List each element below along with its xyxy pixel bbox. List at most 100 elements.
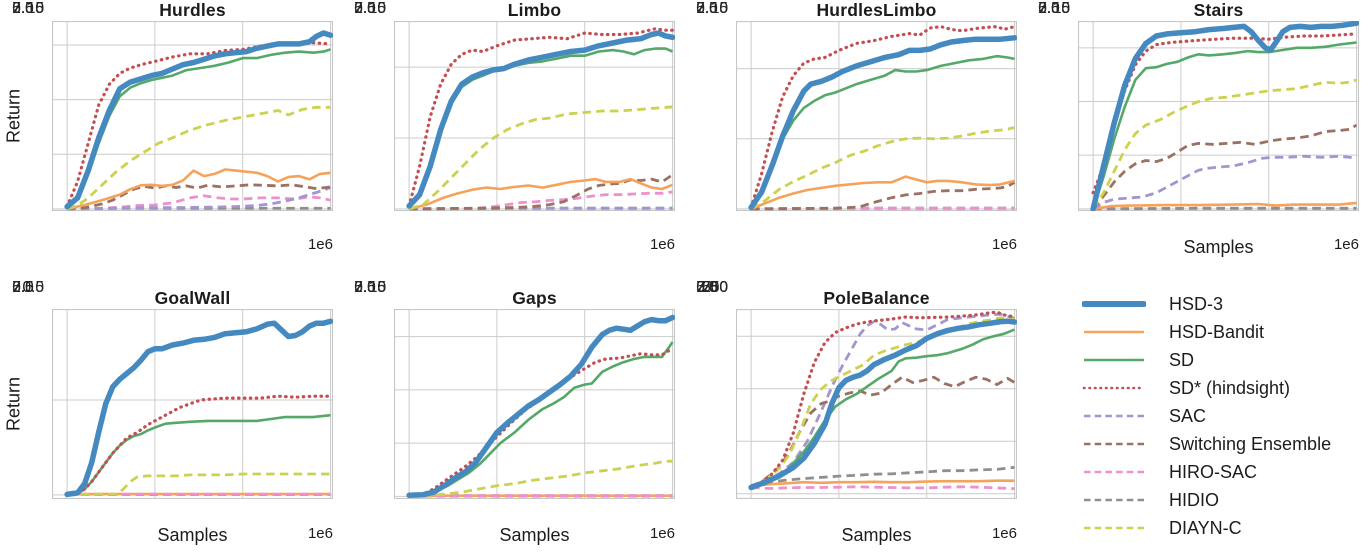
series-line-switching-ensemble [750, 375, 1016, 489]
y-tick-label: 15 [368, 279, 386, 296]
x-tick-label: 5.0 [12, 0, 34, 17]
series-line-sd [66, 413, 331, 496]
x-offset-label: 1e6 [649, 236, 675, 253]
y-tick-label: 250 [702, 279, 728, 296]
series-line-hsd-bandit [1092, 201, 1357, 211]
x-tick-label: 5.0 [696, 279, 718, 296]
legend-line-sample [1084, 498, 1144, 502]
series-line-sd-hindsight [749, 310, 1017, 488]
x-tick-label: 5.0 [12, 279, 34, 296]
x-tick-label: 5.0 [354, 279, 376, 296]
y-tick-label: 750 [702, 279, 728, 296]
y-tick-label: 10 [368, 279, 386, 296]
y-tick-label: 0 [719, 279, 728, 296]
series-line-sd-hindsight [749, 24, 1017, 210]
plot-border [52, 309, 333, 499]
x-axis-label: Samples [1183, 237, 1254, 257]
legend-entry: HIRO-SAC [1082, 458, 1368, 486]
legend-label: HIRO-SAC [1169, 461, 1258, 482]
x-offset-label: 1e6 [1333, 236, 1359, 253]
y-tick-label: 5 [35, 0, 44, 17]
series-line-sd-hindsight [65, 394, 333, 496]
series-line-hsd-3 [748, 35, 1017, 211]
x-tick-label: 2.5 [12, 279, 34, 296]
y-tick-label: 5 [377, 0, 386, 17]
series-line-diayn-c [409, 459, 673, 498]
legend-entry: HIDIO [1082, 486, 1368, 514]
legend-label: SD* (hindsight) [1169, 377, 1291, 398]
x-tick-label: 2.5 [1038, 0, 1060, 17]
x-offset-label: 1e6 [991, 236, 1017, 253]
x-tick-label: 2.5 [354, 0, 376, 17]
series-line-sac [67, 186, 332, 211]
x-offset-label: 1e6 [307, 236, 333, 253]
chart-title: Limbo [507, 0, 562, 20]
series-line-hsd-3 [406, 314, 675, 499]
legend-entry: SD* (hindsight) [1082, 374, 1368, 402]
y-tick-label: 0 [1061, 0, 1070, 17]
plot-area [736, 309, 1017, 499]
y-tick-label: 0 [35, 0, 44, 17]
y-tick-label: 5 [719, 0, 728, 17]
series-line-sd [409, 341, 674, 498]
x-tick-label: 0.0 [696, 0, 718, 17]
legend-line-sample [1084, 414, 1144, 418]
x-tick-label: 2.5 [354, 279, 376, 296]
series-line-sd [750, 54, 1015, 209]
chart-polebalance: PoleBalance Samples 1e6 0.0 2.5 5.0 7.5 0 250… [684, 279, 1026, 557]
series-line-diayn-c [67, 472, 331, 496]
x-tick-label: 7.5 [12, 0, 34, 17]
x-axis-label: Samples [499, 525, 570, 545]
x-tick-label: 0.0 [1038, 0, 1060, 17]
series-line-diayn-c [1091, 78, 1357, 210]
series-line-sd [750, 328, 1015, 489]
legend-label: HIDIO [1169, 489, 1220, 510]
series-line-sd-hindsight [407, 27, 675, 208]
series-line-hsd-3 [748, 318, 1017, 491]
y-tick-label: 10 [26, 0, 44, 17]
series-line-hsd-bandit [408, 177, 673, 211]
series-line-hsd-3 [406, 30, 675, 209]
legend-label: SD [1169, 349, 1195, 370]
x-offset-label: 1e6 [649, 525, 675, 542]
x-tick-label: 7.5 [1038, 0, 1060, 17]
chart-title: Gaps [512, 288, 557, 308]
legend-line-sample [1084, 330, 1144, 334]
x-tick-label: 0.0 [12, 279, 34, 296]
x-tick-label: 7.5 [696, 0, 718, 17]
plot-border [736, 21, 1017, 211]
x-tick-label: 0.0 [696, 279, 718, 296]
legend-entry: HSD-3 [1082, 290, 1368, 318]
legend-entry: DIAYN-C [1082, 514, 1368, 542]
y-tick-label: 10 [710, 0, 728, 17]
legend-entry: Switching Ensemble [1082, 430, 1368, 458]
x-axis-label: Samples [157, 525, 228, 545]
x-tick-label: 0.0 [354, 0, 376, 17]
chart-hurdles: Return Hurdles 1e6 0.0 2.5 5.0 7.5 0 5 10 15 [0, 0, 342, 278]
series-line-sd [1091, 41, 1357, 210]
y-tick-label: 5 [1061, 0, 1070, 17]
x-tick-label: 5.0 [354, 0, 376, 17]
plot-border [1078, 21, 1359, 211]
x-tick-label: 0.0 [354, 279, 376, 296]
y-tick-label: 0 [719, 0, 728, 17]
x-tick-label: 2.5 [696, 279, 718, 296]
chart-title: GoalWall [154, 288, 231, 308]
y-tick-label: 500 [702, 279, 728, 296]
legend-entry: SD [1082, 346, 1368, 374]
legend-line-sample [1084, 470, 1144, 474]
series-line-hiro-sac [751, 485, 1015, 491]
series-line-hsd-bandit [750, 175, 1015, 211]
legend-label: Switching Ensemble [1169, 433, 1332, 454]
series-line-sac [1092, 154, 1357, 211]
y-tick-label: 10 [368, 0, 386, 17]
x-offset-label: 1e6 [991, 525, 1017, 542]
y-tick-label: 10 [1052, 0, 1070, 17]
plot-border [736, 309, 1017, 499]
y-axis-label: Return [3, 88, 24, 144]
y-tick-label: 15 [26, 0, 44, 17]
legend-line-sample [1084, 358, 1144, 362]
legend-line-sample [1082, 386, 1146, 390]
x-tick-label: 7.5 [696, 279, 718, 296]
